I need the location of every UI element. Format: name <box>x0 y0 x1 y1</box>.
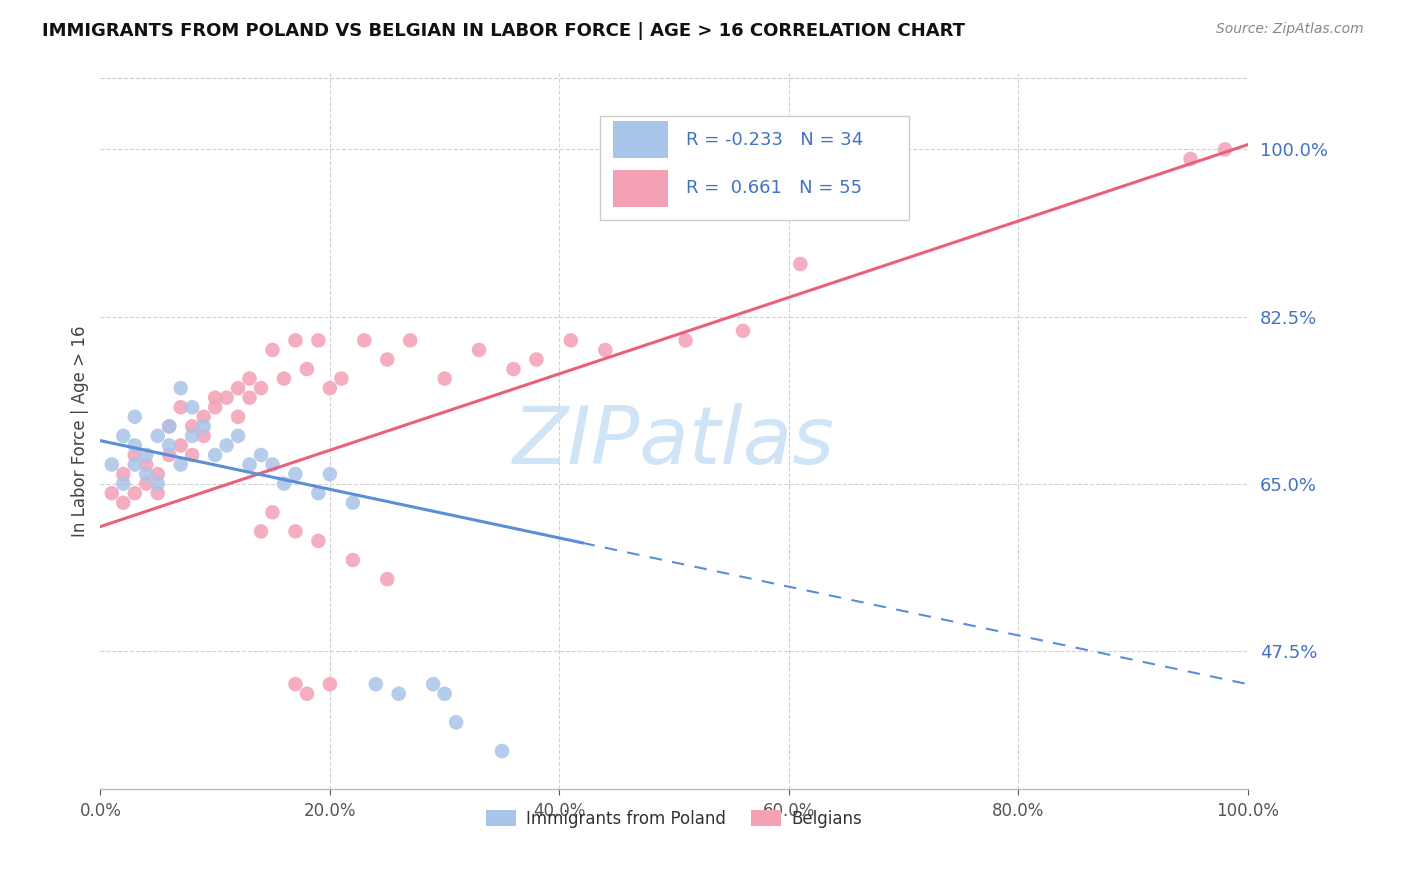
Point <box>295 362 318 376</box>
Point <box>273 371 295 385</box>
Bar <box>613 169 668 207</box>
Point <box>526 352 548 367</box>
Point <box>307 334 329 348</box>
Point <box>319 467 342 481</box>
Text: R =  0.661   N = 55: R = 0.661 N = 55 <box>686 179 862 197</box>
Point <box>124 438 146 452</box>
Point <box>238 458 260 472</box>
Point <box>170 381 193 395</box>
Text: ZIPatlas: ZIPatlas <box>513 403 835 481</box>
Point <box>181 448 204 462</box>
Point <box>789 257 811 271</box>
Point <box>157 448 180 462</box>
Point <box>319 677 342 691</box>
Point <box>157 438 180 452</box>
Text: IMMIGRANTS FROM POLAND VS BELGIAN IN LABOR FORCE | AGE > 16 CORRELATION CHART: IMMIGRANTS FROM POLAND VS BELGIAN IN LAB… <box>42 22 965 40</box>
Point <box>170 401 193 415</box>
Point <box>353 334 375 348</box>
Point <box>193 419 215 434</box>
Point <box>135 467 157 481</box>
Point <box>226 429 249 443</box>
Point <box>273 476 295 491</box>
Point <box>1213 142 1236 156</box>
Point <box>284 677 307 691</box>
Point <box>181 419 204 434</box>
Point <box>731 324 754 338</box>
Point <box>388 687 411 701</box>
Point <box>157 419 180 434</box>
Point <box>170 458 193 472</box>
Point <box>262 343 284 357</box>
Point <box>238 391 260 405</box>
Point <box>238 371 260 385</box>
Point <box>170 438 193 452</box>
Point <box>502 362 524 376</box>
Point <box>307 486 329 500</box>
Point <box>193 429 215 443</box>
Point <box>595 343 617 357</box>
Point <box>135 458 157 472</box>
Point <box>112 467 135 481</box>
Point <box>204 391 226 405</box>
Y-axis label: In Labor Force | Age > 16: In Labor Force | Age > 16 <box>72 326 89 537</box>
Point <box>319 381 342 395</box>
Point <box>422 677 444 691</box>
Point <box>146 476 169 491</box>
Point <box>204 448 226 462</box>
Point <box>342 496 364 510</box>
Point <box>284 334 307 348</box>
Point <box>491 744 513 758</box>
Legend: Immigrants from Poland, Belgians: Immigrants from Poland, Belgians <box>479 804 869 835</box>
Point <box>124 409 146 424</box>
Point <box>284 524 307 539</box>
Point <box>675 334 697 348</box>
Point <box>375 572 398 586</box>
Point <box>342 553 364 567</box>
Point <box>215 391 238 405</box>
Point <box>226 381 249 395</box>
Point <box>560 334 582 348</box>
Point <box>181 401 204 415</box>
Bar <box>599 116 910 219</box>
Point <box>215 438 238 452</box>
Point <box>112 496 135 510</box>
Point <box>157 419 180 434</box>
Point <box>181 429 204 443</box>
Point <box>135 476 157 491</box>
Point <box>146 467 169 481</box>
Point <box>295 687 318 701</box>
Text: R = -0.233   N = 34: R = -0.233 N = 34 <box>686 130 863 149</box>
Point <box>146 429 169 443</box>
Bar <box>613 121 668 158</box>
Point <box>112 476 135 491</box>
Point <box>262 458 284 472</box>
Point <box>124 458 146 472</box>
Point <box>433 371 456 385</box>
Point <box>101 458 124 472</box>
Text: Source: ZipAtlas.com: Source: ZipAtlas.com <box>1216 22 1364 37</box>
Point <box>399 334 422 348</box>
Point <box>250 381 273 395</box>
Point <box>226 409 249 424</box>
Point <box>193 409 215 424</box>
Point <box>124 486 146 500</box>
Point <box>146 486 169 500</box>
Point <box>250 448 273 462</box>
Point <box>262 505 284 519</box>
Point <box>364 677 387 691</box>
Point <box>433 687 456 701</box>
Point <box>135 448 157 462</box>
Point <box>124 448 146 462</box>
Point <box>375 352 398 367</box>
Point <box>204 401 226 415</box>
Point <box>468 343 491 357</box>
Point <box>284 467 307 481</box>
Point <box>112 429 135 443</box>
Point <box>101 486 124 500</box>
Point <box>444 715 467 730</box>
Point <box>330 371 353 385</box>
Point <box>1180 152 1202 166</box>
Point <box>250 524 273 539</box>
Point <box>307 533 329 548</box>
